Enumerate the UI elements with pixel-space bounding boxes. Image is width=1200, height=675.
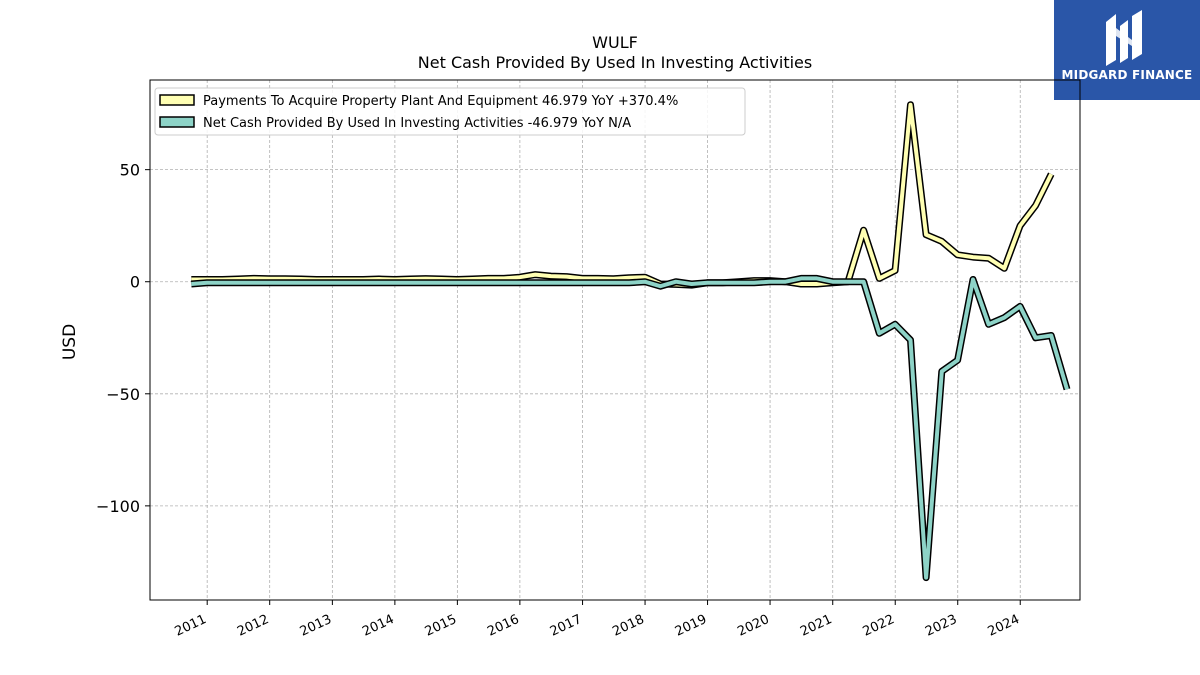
x-tick-label: 2016	[485, 612, 521, 640]
series-line	[191, 276, 1069, 580]
y-tick-label: −50	[106, 385, 140, 404]
x-tick-label: 2015	[423, 612, 459, 640]
y-axis-label: USD	[60, 324, 80, 360]
legend-box	[154, 87, 746, 136]
x-tick-label: 2019	[673, 612, 709, 640]
brand-logo: MIDGARD FINANCE	[1054, 0, 1200, 100]
y-tick-label: −100	[96, 497, 140, 516]
x-tick-label: 2018	[610, 612, 646, 640]
series-2	[191, 274, 1071, 582]
legend-swatch	[159, 94, 195, 106]
y-axis: 50 0 −50 −100	[96, 161, 150, 516]
x-tick-label: 2014	[360, 612, 396, 640]
legend-swatch	[159, 116, 195, 128]
x-tick-label: 2020	[735, 612, 771, 640]
logo-mark-icon	[1106, 10, 1142, 66]
brand-name: MIDGARD FINANCE	[1061, 68, 1193, 82]
x-tick-label: 2024	[986, 612, 1022, 640]
legend: Payments To Acquire Property Plant And E…	[154, 87, 746, 136]
grid	[150, 80, 1080, 600]
x-tick-label: 2012	[235, 612, 271, 640]
chart-subtitle: Net Cash Provided By Used In Investing A…	[418, 53, 812, 72]
plot-frame	[149, 79, 1081, 601]
y-tick-label: 0	[130, 273, 140, 292]
legend-label: Net Cash Provided By Used In Investing A…	[203, 116, 631, 131]
legend-label: Payments To Acquire Property Plant And E…	[203, 94, 678, 109]
x-tick-label: 2021	[798, 612, 834, 640]
x-tick-label: 2022	[861, 612, 897, 640]
series-layer	[191, 101, 1071, 582]
x-tick-label: 2017	[548, 612, 584, 640]
x-tick-label: 2011	[173, 612, 209, 640]
x-axis: 2011 2012 2013 2014 2015 2016 2017 2018 2019 2020…	[173, 600, 1022, 640]
x-tick-label: 2013	[298, 612, 334, 640]
y-tick-label: 50	[120, 161, 140, 180]
chart-title: WULF	[592, 33, 638, 52]
x-tick-label: 2023	[923, 612, 959, 640]
